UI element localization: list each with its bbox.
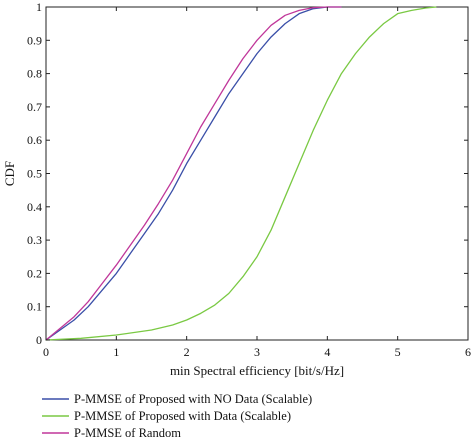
y-tick-label: 0.1: [27, 300, 42, 314]
y-tick-label: 0.8: [27, 67, 42, 81]
plot-area: [45, 6, 469, 341]
y-tick-label: 0.4: [27, 200, 42, 214]
x-tick-label: 6: [465, 345, 471, 359]
x-tick-label: 1: [113, 345, 119, 359]
x-tick-label: 5: [395, 345, 401, 359]
legend: P-MMSE of Proposed with NO Data (Scalabl…: [42, 392, 312, 440]
y-tick-label: 0.7: [27, 100, 42, 114]
y-tick-label: 0.9: [27, 33, 42, 47]
y-tick-label: 0.6: [27, 133, 42, 147]
x-tick-label: 3: [254, 345, 260, 359]
y-tick-label: 0.3: [27, 233, 42, 247]
legend-label-2: P-MMSE of Proposed with Data (Scalable): [74, 409, 291, 423]
y-tick-label: 0.5: [27, 167, 42, 181]
y-axis-title: CDF: [2, 161, 17, 186]
y-tick-label: 0: [36, 333, 42, 347]
plot-frame: [45, 6, 469, 341]
legend-label-1: P-MMSE of Proposed with NO Data (Scalabl…: [74, 392, 312, 406]
legend-label-3: P-MMSE of Random: [74, 426, 181, 440]
series-layer: [45, 6, 437, 341]
y-tick-label: 0.2: [27, 266, 42, 280]
y-tick-label: 1: [36, 0, 42, 14]
x-tick-label: 4: [324, 345, 330, 359]
x-axis-title: min Spectral efficiency [bit/s/Hz]: [170, 363, 344, 378]
axis-layer: 0 1 2 3 4 5 6 0 0.1 0.2 0.3 0.4 0.5 0.6 0.7 0.8 0.9 1: [27, 0, 471, 359]
x-tick-label: 2: [184, 345, 190, 359]
series-line-1: [45, 6, 342, 341]
series-line-3: [45, 6, 342, 341]
series-line-2: [45, 6, 437, 341]
x-tick-label: 0: [43, 345, 49, 359]
